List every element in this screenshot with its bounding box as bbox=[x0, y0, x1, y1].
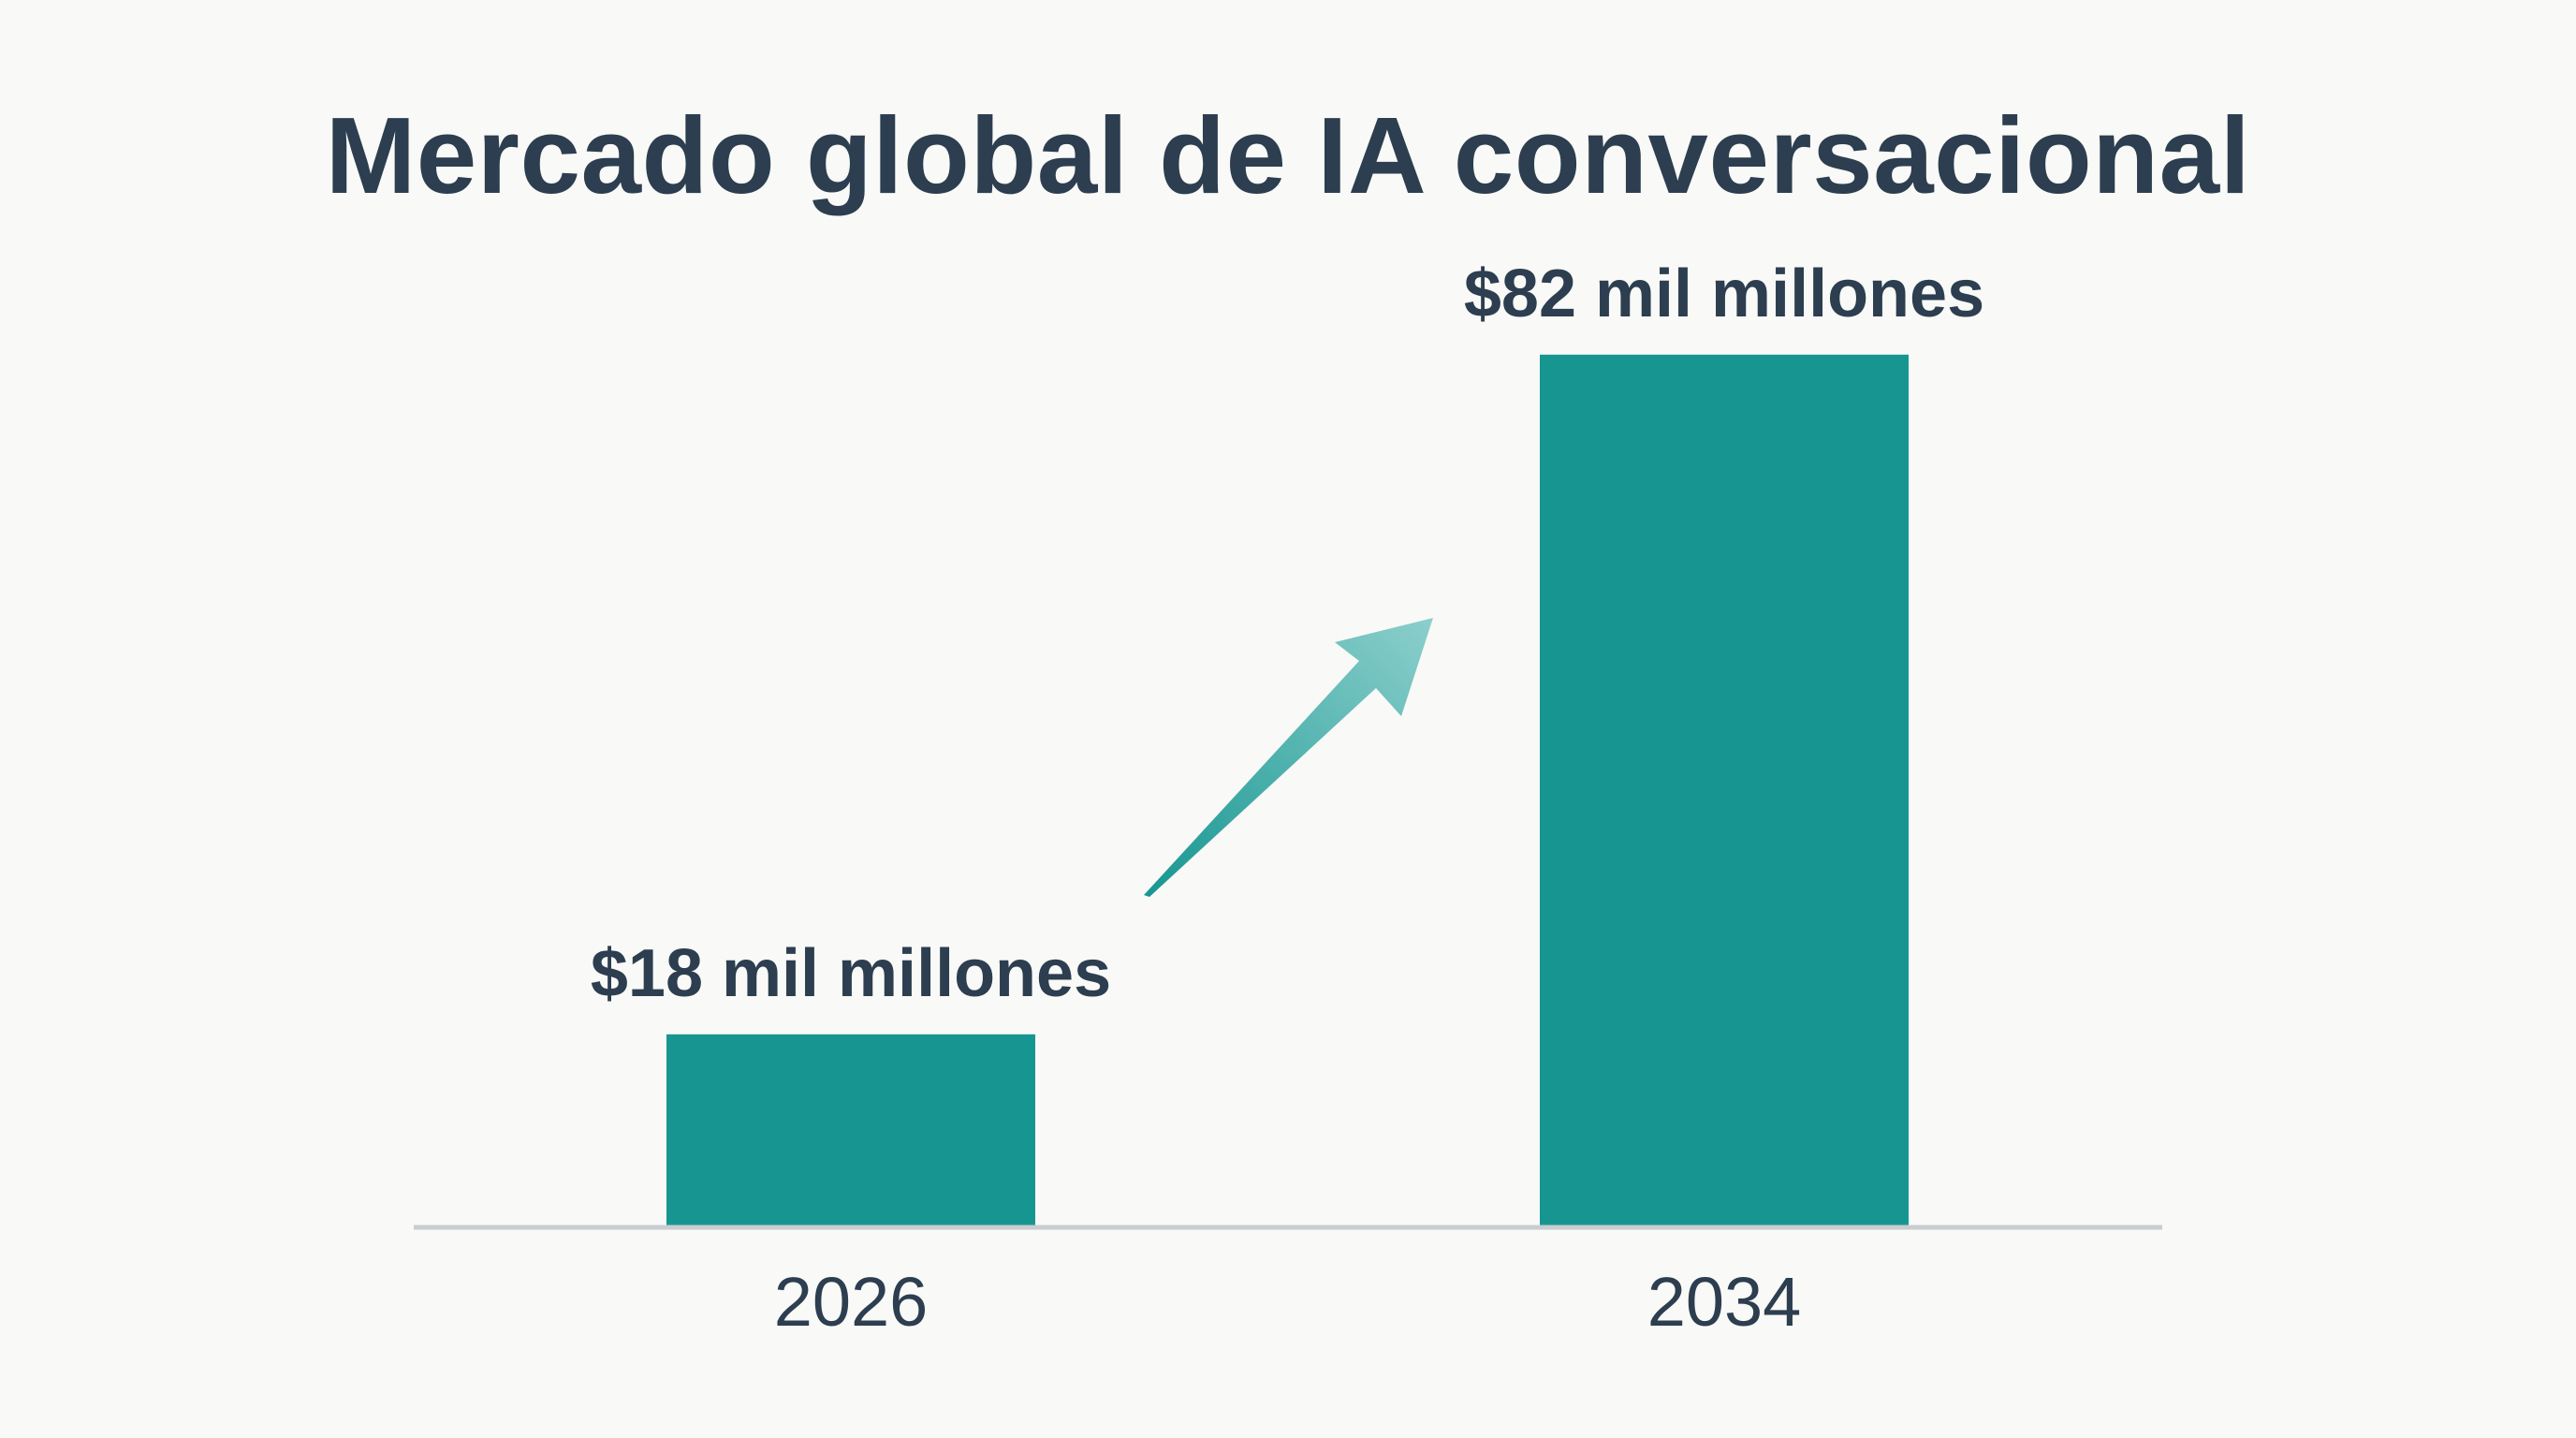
data-label-2034: $82 mil millones bbox=[1464, 257, 1984, 331]
x-tick-label-2034: 2034 bbox=[1647, 1263, 1802, 1341]
bar-2026 bbox=[666, 1034, 1035, 1225]
data-label-2026: $18 mil millones bbox=[591, 936, 1111, 1011]
bar-2034 bbox=[1540, 354, 1909, 1225]
x-tick-label-2026: 2026 bbox=[774, 1263, 929, 1341]
growth-arrow-icon bbox=[1144, 618, 1433, 897]
chart-title: Mercado global de IA conversacional bbox=[325, 95, 2251, 216]
